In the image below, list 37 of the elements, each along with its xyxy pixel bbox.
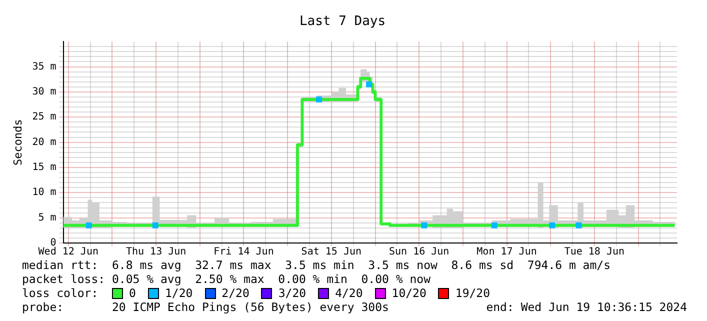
y-tick-label: 15 m (32, 162, 56, 174)
text: end: Wed Jun 19 10:36:15 2024 (486, 300, 687, 314)
y-tick-label: 20 m (32, 136, 56, 148)
point (316, 96, 322, 102)
legend-label: 0 (129, 286, 136, 300)
y-tick-label: 30 m (32, 86, 56, 98)
y-tick-label: 25 m (32, 112, 56, 123)
point (549, 222, 556, 228)
y-tick-label: 5 m (38, 212, 56, 224)
legend-label: 2/20 (222, 286, 250, 300)
point (576, 222, 582, 228)
text: median rtt: 6.8 ms avg 32.7 ms max 3.5 ms min 3.5 ms now 8.6 ms sd 794.6 m am/s (22, 258, 612, 272)
legend-label: 10/20 (392, 286, 426, 300)
chart-title: Last 7 Days (299, 14, 386, 30)
point (152, 222, 158, 228)
legend-title: loss color: (22, 286, 100, 300)
legend-label: 19/20 (455, 286, 490, 300)
text: probe: 20 ICMP Echo Pings (56 Bytes) every 300s (22, 300, 389, 314)
x-tick-label: Tue 18 Jun (564, 246, 625, 258)
point (421, 222, 428, 228)
legend-label: 3/20 (278, 286, 306, 300)
x-tick-label: Fri 14 Jun (214, 246, 274, 258)
y-tick-label: 0 (50, 238, 56, 249)
point (86, 222, 92, 228)
legend-label: 1/20 (164, 286, 193, 300)
point (366, 81, 372, 88)
y-tick-label: 35 m (32, 61, 56, 72)
x-tick-label: Sat 15 Jun (301, 246, 362, 258)
point (491, 222, 498, 228)
text: packet loss: 0.05 % avg 2.50 % max 0.00 % min 0.00 % now (22, 272, 432, 286)
x-tick-label: Thu 13 Jun (126, 246, 186, 258)
x-tick-label: Mon 17 Jun (476, 246, 537, 258)
x-tick-label: Wed 12 Jun (38, 246, 99, 258)
y-axis-title: Seconds (11, 119, 24, 166)
legend-label: 4/20 (335, 286, 363, 300)
y-tick-label: 10 m (32, 187, 56, 198)
x-tick-label: Sun 16 Jun (388, 246, 450, 258)
